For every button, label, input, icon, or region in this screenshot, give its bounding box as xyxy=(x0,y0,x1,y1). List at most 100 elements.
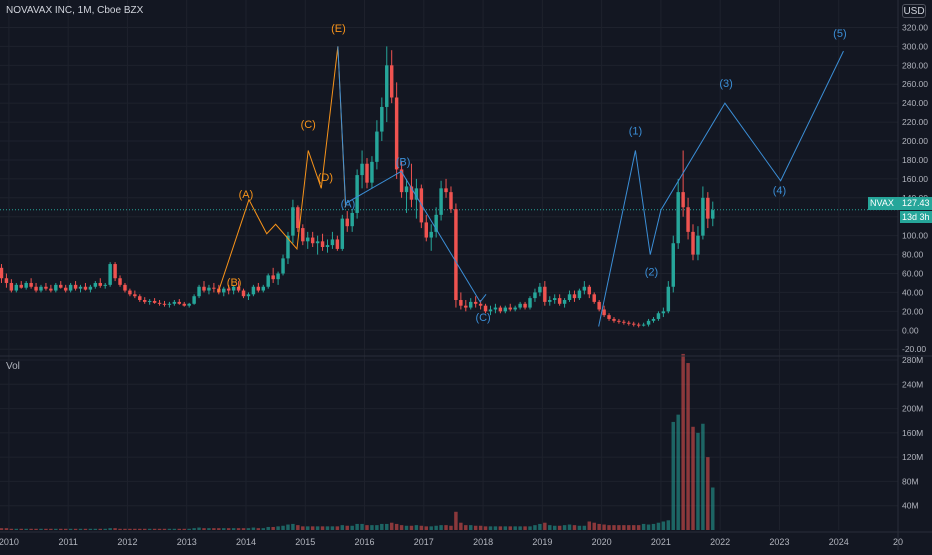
candle-body xyxy=(671,243,675,287)
candle-body xyxy=(567,294,572,301)
volume-bar xyxy=(118,528,122,530)
volume-bar xyxy=(419,525,424,530)
time-tick-label: 2015 xyxy=(295,537,315,547)
wave-label: (C) xyxy=(301,119,316,131)
price-tick-label: 200.00 xyxy=(902,136,928,146)
volume-tick-label: 240M xyxy=(902,379,923,389)
candle-body xyxy=(459,300,463,306)
candle-body xyxy=(488,309,493,312)
price-tick-label: 80.00 xyxy=(902,250,924,260)
volume-bar xyxy=(587,521,592,530)
candle-body xyxy=(301,228,305,242)
candle-body xyxy=(375,131,379,162)
volume-bar xyxy=(261,528,266,530)
ticker-price-label: NVAX xyxy=(868,197,904,210)
volume-bar xyxy=(627,525,631,530)
candle-body xyxy=(681,192,685,208)
volume-bar xyxy=(469,525,473,530)
candle-body xyxy=(370,161,374,183)
time-tick-label: 2019 xyxy=(532,537,552,547)
last-price-label: 127.43 xyxy=(900,197,932,210)
volume-bar xyxy=(365,525,369,530)
volume-bar xyxy=(671,421,675,530)
candle-body xyxy=(478,303,483,306)
volume-bar xyxy=(266,526,270,530)
candle-body xyxy=(607,315,611,319)
candle-body xyxy=(49,288,53,291)
wave-label: (2) xyxy=(645,266,658,278)
volume-bar xyxy=(701,423,705,530)
candle-body xyxy=(24,282,28,288)
volume-bar xyxy=(212,528,216,530)
candle-body xyxy=(256,286,261,291)
volume-bar xyxy=(597,523,601,530)
wave-label: (C) xyxy=(475,312,490,324)
volume-bar xyxy=(459,522,463,530)
candle-body xyxy=(340,218,345,249)
candle-body xyxy=(641,324,646,326)
candle-body xyxy=(538,286,542,293)
candle-body xyxy=(513,307,517,310)
candle-body xyxy=(138,296,142,301)
volume-bar xyxy=(567,524,572,530)
candles xyxy=(0,46,715,328)
candle-body xyxy=(439,188,443,215)
volume-bar xyxy=(478,525,483,530)
candle-body xyxy=(83,286,88,290)
candle-body xyxy=(661,311,666,314)
volume-bar xyxy=(9,528,14,530)
candle-body xyxy=(696,235,700,255)
candle-body xyxy=(523,303,527,308)
volume-bar xyxy=(548,525,552,530)
volume-bar xyxy=(404,525,409,530)
candle-body xyxy=(281,258,285,274)
candle-body xyxy=(207,287,211,291)
volume-bar xyxy=(696,432,700,530)
volume-bar xyxy=(192,528,196,530)
candle-body xyxy=(572,294,577,299)
volume-bar xyxy=(543,522,547,530)
candle-body xyxy=(350,212,354,227)
candle-body xyxy=(157,302,162,304)
volume-bar xyxy=(449,525,453,530)
volume-bar xyxy=(661,521,666,530)
volume-bar xyxy=(389,522,394,530)
symbol-title: NOVAVAX INC, 1M, Cboe BZX xyxy=(6,5,144,16)
candle-body xyxy=(508,307,512,310)
candle-body xyxy=(29,282,33,287)
volume-bar xyxy=(202,528,206,530)
candle-body xyxy=(627,322,631,324)
candle-body xyxy=(562,300,567,304)
candle-body xyxy=(177,301,182,304)
time-tick-label: 2023 xyxy=(769,537,789,547)
wave-label: (A) xyxy=(341,198,356,210)
volume-bar xyxy=(138,528,142,530)
volume-tick-label: 280M xyxy=(902,355,923,365)
volume-bar xyxy=(286,524,290,530)
candle-body xyxy=(617,320,621,322)
volume-bar xyxy=(508,526,512,530)
wave-label: (1) xyxy=(629,125,642,137)
candle-body xyxy=(68,284,73,291)
candle-body xyxy=(498,307,503,312)
candle-body xyxy=(636,324,641,326)
volume-bar xyxy=(0,528,4,530)
candle-body xyxy=(380,106,384,132)
price-tick-label: 180.00 xyxy=(902,155,928,165)
candle-body xyxy=(533,292,537,299)
candle-body xyxy=(78,286,83,289)
candle-body xyxy=(424,222,429,238)
currency-button[interactable]: USD xyxy=(902,4,926,18)
candle-body xyxy=(261,286,266,291)
volume-bar xyxy=(429,526,433,530)
volume-bar xyxy=(523,526,527,530)
volume-bar xyxy=(622,525,626,530)
volume-bar xyxy=(123,528,127,530)
candle-body xyxy=(197,286,201,297)
candle-body xyxy=(296,207,300,229)
volume-bar xyxy=(241,528,246,530)
blue-projection-line xyxy=(598,50,844,327)
volume-bar xyxy=(88,528,93,530)
